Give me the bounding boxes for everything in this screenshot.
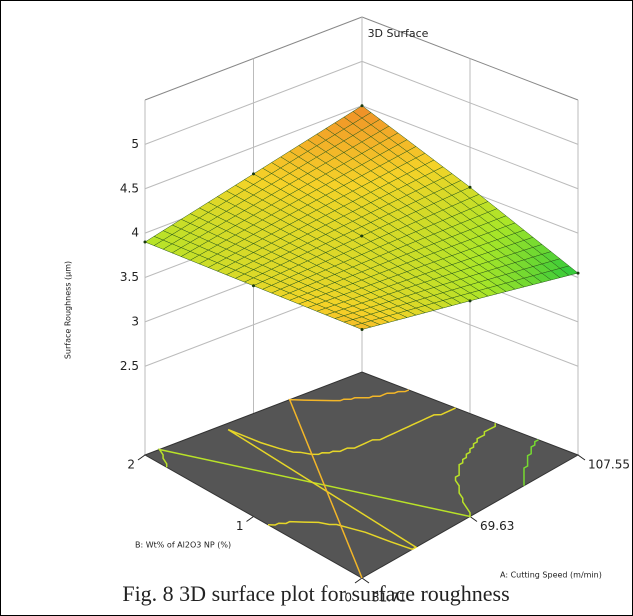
- caption: Fig. 8 3D surface plot for surface rough…: [122, 581, 509, 606]
- surface-point: [252, 172, 255, 175]
- z-tick-label: 4: [131, 226, 139, 240]
- page: 3D Surface Surface Roughness (µm) B: Wt%…: [0, 0, 633, 616]
- z-tick-label: 5: [131, 137, 139, 151]
- x-axis-title: A: Cutting Speed (m/min): [500, 571, 602, 580]
- surface-point: [469, 299, 472, 302]
- surface-point: [361, 104, 364, 107]
- surface-point: [577, 272, 580, 275]
- x-tick-label: 107.55: [588, 458, 630, 472]
- y-tick-label: 2: [127, 458, 135, 472]
- chart-title: 3D Surface: [368, 27, 429, 40]
- z-tick-label: 4.5: [120, 181, 139, 195]
- surface-point: [252, 284, 255, 287]
- surface-point: [144, 241, 147, 244]
- chart: 3D Surface Surface Roughness (µm) B: Wt%…: [0, 0, 633, 616]
- z-tick-label: 2.5: [120, 359, 139, 373]
- surface-point: [361, 328, 364, 331]
- y-tick-label: 0: [344, 591, 352, 605]
- y-axis-title: B: Wt% of Al2O3 NP (%): [135, 541, 231, 550]
- z-axis-title: Surface Roughness (µm): [64, 261, 73, 359]
- z-tick-label: 3: [131, 314, 139, 328]
- x-tick-label: 31.71: [372, 591, 406, 605]
- surface-point: [360, 235, 363, 238]
- x-tick-label: 69.63: [480, 519, 514, 533]
- y-tick-label: 1: [236, 519, 244, 533]
- surface-point: [469, 186, 472, 189]
- z-tick-label: 3.5: [120, 270, 139, 284]
